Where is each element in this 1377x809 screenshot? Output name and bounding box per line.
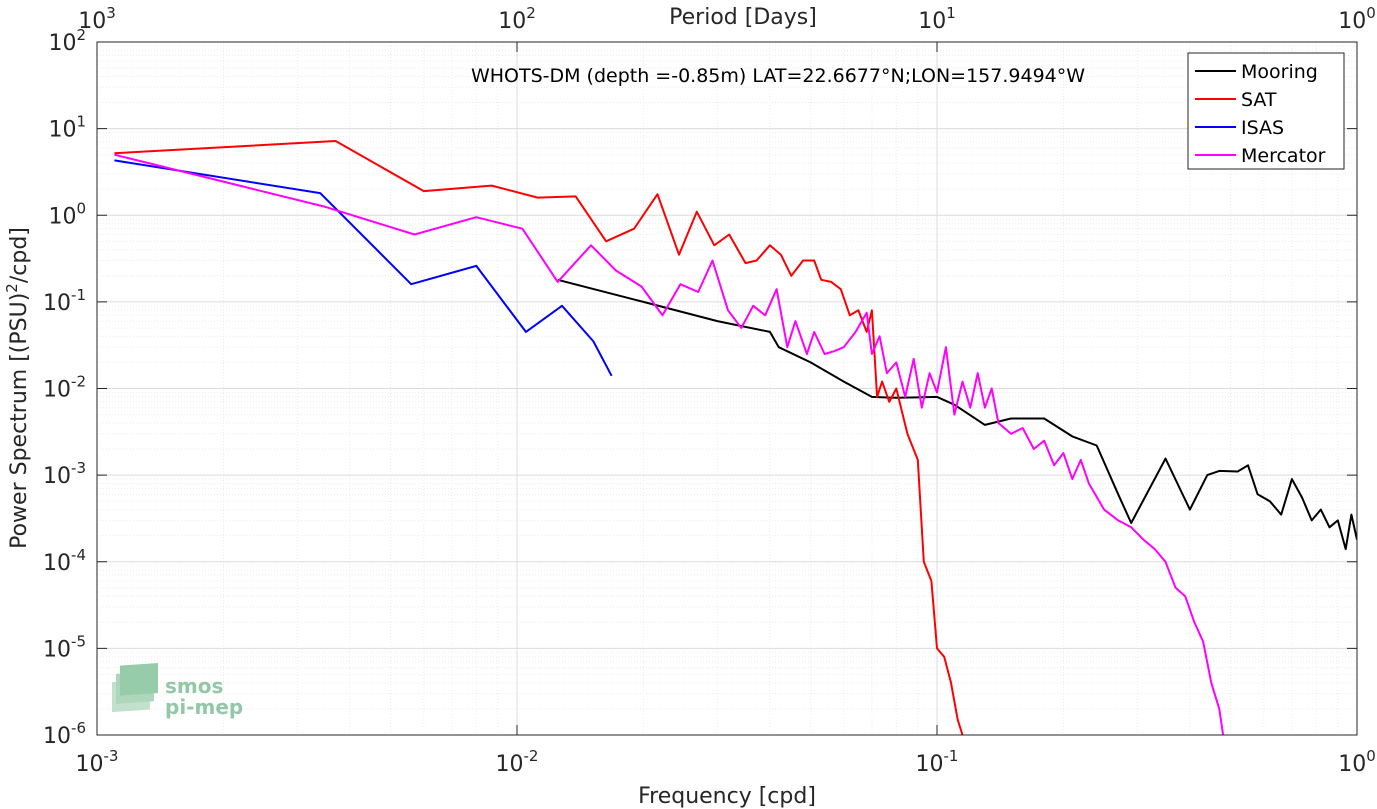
x-tick-label-base: 10 [916, 752, 944, 777]
top-tick-label-exp: 2 [526, 4, 536, 22]
y-axis-title-main: Power Spectrum [(PSU) [7, 293, 32, 549]
x-tick-label-base: 10 [496, 752, 524, 777]
top-tick-label-base: 10 [1338, 9, 1366, 34]
y-tick-label-exp: -4 [71, 546, 86, 564]
y-tick-label-exp: 1 [76, 113, 86, 131]
y-tick-label-base: 10 [43, 291, 71, 316]
y-tick-label-exp: -6 [71, 719, 86, 737]
x-tick-label-exp: -1 [944, 747, 959, 765]
legend: Mooring SAT ISAS Mercator [1187, 52, 1345, 170]
y-tick-label: 10-4 [43, 546, 86, 576]
series-line-mooring [557, 278, 1357, 551]
tick-marks [96, 41, 1358, 736]
y-tick-label-base: 10 [48, 204, 76, 229]
y-tick-label: 101 [48, 113, 86, 143]
top-tick-label: 101 [918, 4, 956, 34]
top-tick-label-base: 10 [498, 9, 526, 34]
y-tick-label-exp: -5 [71, 632, 86, 650]
x-tick-labels: 10-3 10-2 10-1 100 [76, 747, 1376, 777]
top-tick-label-exp: 1 [946, 4, 956, 22]
legend-label-sat: SAT [1241, 89, 1277, 111]
x-tick-label-base: 10 [76, 752, 104, 777]
x-tick-label: 10-3 [76, 747, 119, 777]
y-tick-label-exp: 2 [76, 26, 86, 44]
y-tick-label-base: 10 [48, 118, 76, 143]
y-axis-title: Power Spectrum [(PSU)2/cpd] [3, 227, 32, 549]
x-tick-label: 10-1 [916, 747, 959, 777]
logo-line-1: smos [165, 674, 223, 698]
smos-pi-mep-logo: smos pi-mep [112, 662, 243, 719]
y-tick-label: 10-2 [43, 373, 86, 403]
y-tick-label-exp: -3 [71, 459, 86, 477]
y-tick-label: 100 [48, 199, 86, 229]
legend-items: Mooring SAT ISAS Mercator [1195, 61, 1326, 167]
series-line-mercator [114, 153, 1225, 735]
y-tick-label: 10-5 [43, 632, 86, 662]
y-tick-label: 10-3 [43, 459, 86, 489]
top-tick-label: 100 [1338, 4, 1376, 34]
x-tick-label: 100 [1338, 747, 1376, 777]
y-tick-label-base: 10 [43, 724, 71, 749]
top-tick-label-exp: 3 [106, 4, 116, 22]
legend-label-mercator: Mercator [1241, 145, 1326, 167]
top-tick-label-exp: 0 [1366, 4, 1376, 22]
logo-layer-3 [120, 662, 158, 696]
x-tick-label: 10-2 [496, 747, 539, 777]
y-tick-label: 102 [48, 26, 86, 56]
x-tick-label-exp: -3 [104, 747, 119, 765]
y-tick-label: 10-6 [43, 719, 86, 749]
legend-label-mooring: Mooring [1241, 61, 1318, 83]
legend-box [1187, 52, 1345, 170]
top-tick-label: 102 [498, 4, 536, 34]
legend-label-isas: ISAS [1241, 117, 1284, 139]
series-layer [114, 140, 1357, 735]
logo-line-2: pi-mep [165, 695, 243, 719]
top-tick-label-base: 10 [78, 9, 106, 34]
y-tick-label-exp: -1 [71, 286, 86, 304]
y-tick-label: 10-1 [43, 286, 86, 316]
x-tick-label-exp: -2 [524, 747, 539, 765]
x-tick-label-base: 10 [1338, 752, 1366, 777]
series-line-isas [114, 159, 613, 377]
y-tick-label-base: 10 [43, 378, 71, 403]
y-tick-label-exp: 0 [76, 199, 86, 217]
y-tick-label-base: 10 [43, 637, 71, 662]
top-tick-label-base: 10 [918, 9, 946, 34]
series-line-sat [114, 140, 964, 735]
y-tick-label-base: 10 [43, 464, 71, 489]
x-axis-title: Frequency [cpd] [638, 784, 816, 809]
y-tick-label-base: 10 [43, 551, 71, 576]
y-axis-title-sup: 2 [3, 283, 21, 293]
top-tick-label: 103 [78, 4, 116, 34]
chart-title: WHOTS-DM (depth =-0.85m) LAT=22.6677°N;L… [471, 65, 1085, 87]
minor-grid [97, 42, 1357, 735]
top-axis-title: Period [Days] [669, 5, 817, 30]
y-tick-label-exp: -2 [71, 373, 86, 391]
top-tick-labels: 103 102 101 100 [78, 4, 1376, 34]
y-axis-title-tail: /cpd] [7, 227, 32, 283]
y-tick-label-base: 10 [48, 31, 76, 56]
x-tick-label-exp: 0 [1366, 747, 1376, 765]
